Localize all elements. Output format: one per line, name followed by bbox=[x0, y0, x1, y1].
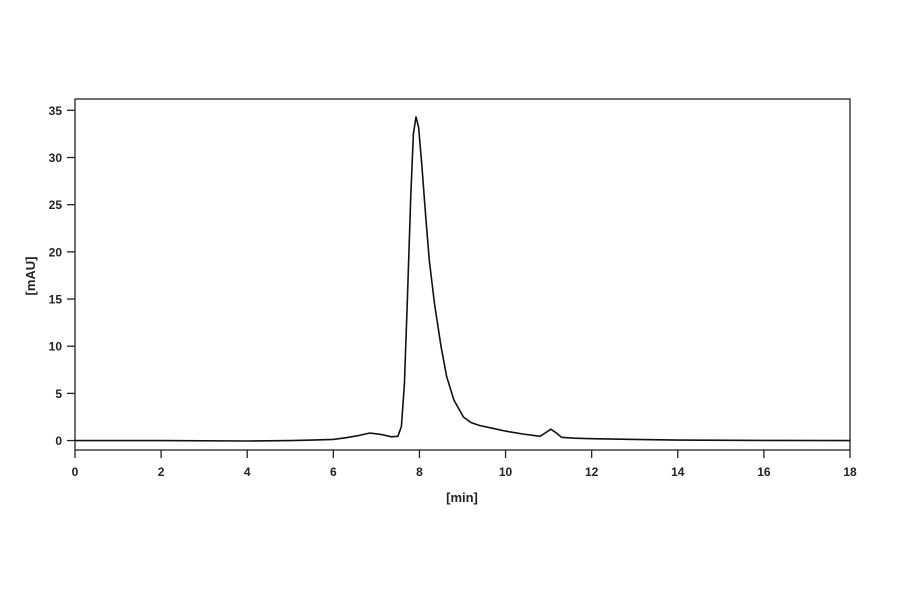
y-axis-label: [mAU] bbox=[23, 257, 38, 296]
x-tick-label: 18 bbox=[843, 465, 857, 479]
x-axis-label: [min] bbox=[446, 490, 478, 505]
y-tick-label: 0 bbox=[55, 434, 62, 448]
y-tick-label: 25 bbox=[49, 198, 63, 212]
x-tick-label: 16 bbox=[757, 465, 771, 479]
plot-frame bbox=[74, 98, 851, 451]
x-tick-label: 0 bbox=[72, 465, 79, 479]
x-tick-label: 14 bbox=[671, 465, 685, 479]
x-tick-label: 12 bbox=[585, 465, 599, 479]
y-tick-label: 5 bbox=[55, 387, 62, 401]
y-tick-label: 15 bbox=[49, 293, 63, 307]
x-tick-label: 4 bbox=[244, 465, 251, 479]
chromatogram-trace bbox=[75, 116, 851, 442]
x-tick-label: 10 bbox=[499, 465, 513, 479]
x-tick-label: 2 bbox=[158, 465, 165, 479]
y-tick-label: 10 bbox=[49, 340, 63, 354]
x-tick-label: 6 bbox=[330, 465, 337, 479]
y-tick-label: 20 bbox=[49, 245, 63, 259]
y-tick-label: 35 bbox=[49, 104, 63, 118]
y-tick-label: 30 bbox=[49, 151, 63, 165]
x-tick-label: 8 bbox=[416, 465, 423, 479]
